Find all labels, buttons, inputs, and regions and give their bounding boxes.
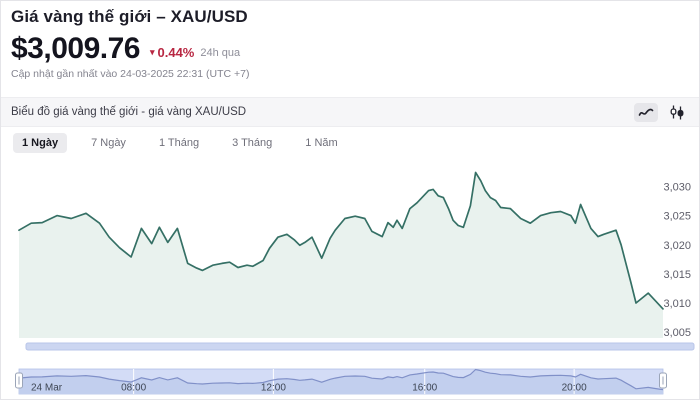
line-chart-icon [638, 106, 654, 118]
change-period-label: 24h qua [200, 46, 241, 59]
page-title: Giá vàng thế giới – XAU/USD [11, 7, 248, 26]
price-change: ▾ 0.44% [150, 45, 194, 60]
price-change-value: 0.44% [157, 44, 195, 60]
chart-panel-header: Biểu đồ giá vàng thế giới - giá vàng XAU… [1, 97, 699, 127]
down-arrow-icon: ▾ [149, 46, 155, 57]
y-axis-label: 3,030 [663, 181, 691, 193]
tab-3-months[interactable]: 3 Tháng [223, 133, 281, 153]
chart-panel-title: Biểu đồ giá vàng thế giới - giá vàng XAU… [11, 106, 247, 118]
chart-type-switcher [634, 102, 689, 122]
y-axis-label: 3,025 [663, 211, 691, 223]
chart-scrollbar[interactable] [25, 342, 695, 351]
y-axis-label: 3,010 [663, 298, 691, 310]
x-axis-label: 24 Mar [31, 383, 63, 394]
y-axis-label: 3,020 [663, 240, 691, 252]
last-updated-text: Cập nhật gần nhất vào 24-03-2025 22:31 (… [11, 68, 250, 80]
x-axis-label: 12:00 [261, 383, 286, 394]
range-tabs: 1 Ngày 7 Ngày 1 Tháng 3 Tháng 1 Năm [13, 133, 347, 153]
navigator-area-fill [19, 369, 663, 394]
candlestick-chart-icon [669, 104, 685, 120]
y-axis-label: 3,005 [663, 327, 691, 339]
tab-1-month[interactable]: 1 Tháng [150, 133, 208, 153]
price-chart: 3,005 3,010 3,015 3,020 3,025 3,030 24 Mar 08:0… [15, 169, 695, 395]
tab-1-year[interactable]: 1 Năm [296, 133, 346, 153]
x-axis-label: 08:00 [121, 383, 146, 394]
x-axis-label: 20:00 [562, 383, 587, 394]
tab-7-days[interactable]: 7 Ngày [82, 133, 135, 153]
line-chart-type-button[interactable] [634, 102, 658, 122]
price-row: $3,009.76 ▾ 0.44% 24h qua [11, 32, 240, 66]
price-line [18, 171, 664, 310]
navigator-line [18, 368, 664, 391]
chart-plot-area[interactable] [19, 169, 663, 338]
current-price: $3,009.76 [11, 32, 140, 65]
y-axis-label: 3,015 [663, 269, 691, 281]
x-axis-label: 16:00 [412, 383, 437, 394]
price-area-fill [19, 172, 663, 338]
tab-1-day[interactable]: 1 Ngày [13, 133, 68, 153]
candlestick-chart-type-button[interactable] [665, 103, 689, 122]
